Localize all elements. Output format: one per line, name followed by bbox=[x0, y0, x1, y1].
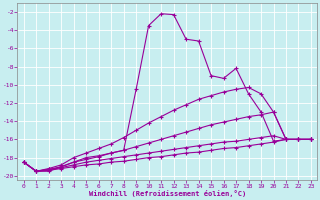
X-axis label: Windchill (Refroidissement éolien,°C): Windchill (Refroidissement éolien,°C) bbox=[89, 190, 246, 197]
